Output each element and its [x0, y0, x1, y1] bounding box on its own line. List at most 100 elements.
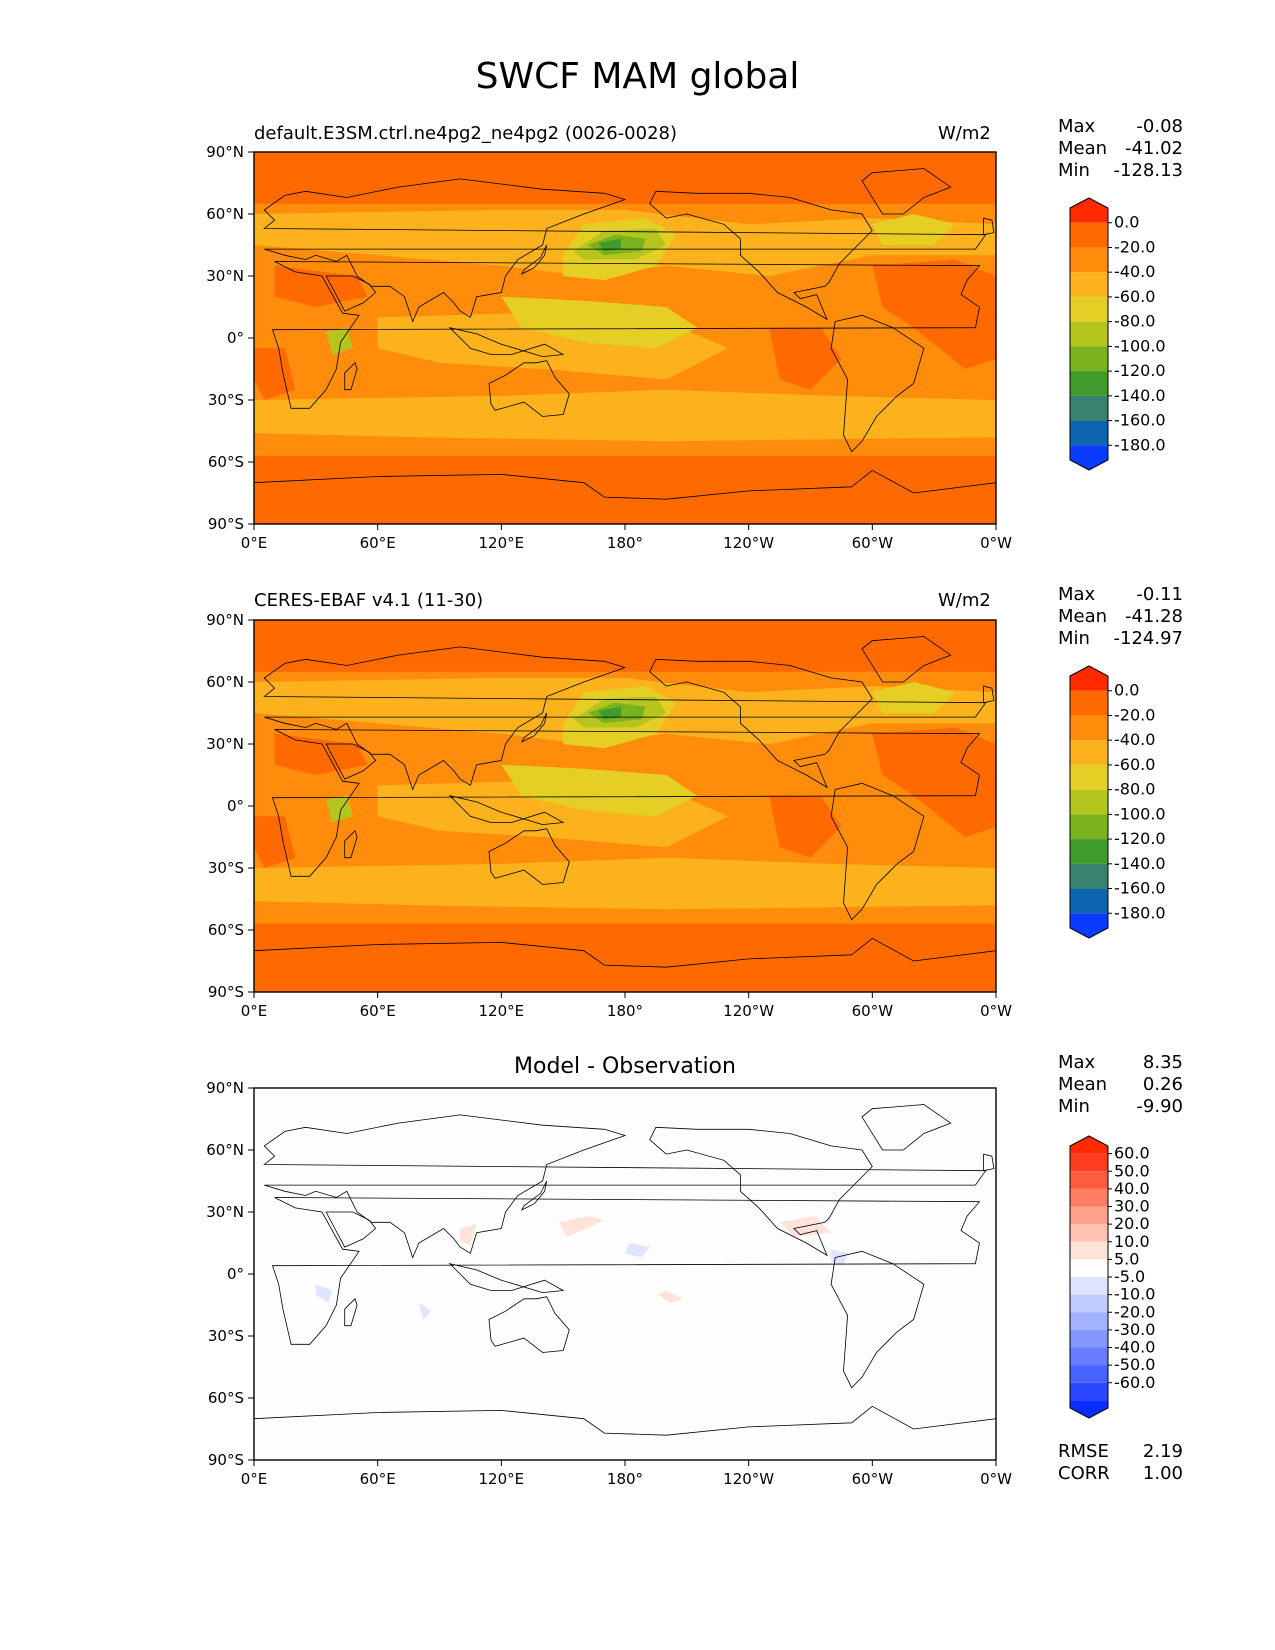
colorbar-label: -180.0: [1114, 435, 1166, 454]
colorbar-segment: [1070, 321, 1108, 347]
panel-2-units: W/m2: [938, 590, 991, 611]
field-contour: [598, 238, 621, 252]
coastline: [325, 1211, 377, 1248]
colorbar-segment: [1070, 1329, 1108, 1348]
coastline: [649, 190, 873, 321]
x-tick-label: 120°E: [479, 1002, 525, 1020]
colorbar-label: 30.0: [1114, 1197, 1150, 1216]
x-tick-label: 180°: [607, 1002, 643, 1020]
x-tick-label: 60°E: [360, 534, 396, 552]
panel-3-colorbar: 60.050.040.030.020.010.05.0-5.0-10.0-20.…: [1069, 1135, 1155, 1419]
colorbar-label: 20.0: [1114, 1214, 1150, 1233]
colorbar-label: -160.0: [1114, 411, 1166, 430]
colorbar-label: -100.0: [1114, 336, 1166, 355]
coastline: [488, 360, 570, 417]
y-tick-label: 90°N: [206, 1079, 244, 1097]
colorbar-outline: [1069, 1135, 1109, 1419]
colorbar-label: -100.0: [1114, 804, 1166, 823]
x-tick-label: 120°W: [723, 1002, 774, 1020]
x-tick-label: 120°W: [723, 534, 774, 552]
colorbar-label: 0.0: [1114, 213, 1139, 232]
coastline: [983, 1153, 995, 1172]
colorbar-segment: [1070, 1294, 1108, 1313]
y-tick-label: 60°N: [206, 673, 244, 691]
colorbar-segment: [1070, 420, 1108, 446]
x-tick-label: 0°E: [241, 1002, 268, 1020]
colorbar-segment: [1070, 814, 1108, 840]
field-contour: [254, 923, 996, 992]
colorbar-label: -80.0: [1114, 312, 1155, 331]
colorbar-segment: [1070, 863, 1108, 889]
coastline: [861, 1104, 952, 1151]
y-tick-label: 30°N: [206, 1203, 244, 1221]
colorbar-segment: [1070, 371, 1108, 396]
coastline: [861, 636, 952, 683]
colorbar-label: 0.0: [1114, 681, 1139, 700]
colorbar-segment: [1070, 1206, 1108, 1225]
colorbar-label: -140.0: [1114, 386, 1166, 405]
colorbar-label: 50.0: [1114, 1161, 1150, 1180]
y-tick-label: 60°S: [208, 453, 244, 471]
coastline: [271, 729, 981, 877]
colorbar-label: -50.0: [1114, 1355, 1155, 1374]
colorbar-outline: [1069, 197, 1109, 471]
field-contour: [501, 296, 698, 349]
colorbar-segment: [1070, 247, 1108, 273]
field-contour: [598, 706, 621, 720]
field-contour: [872, 259, 996, 369]
colorbar-segment: [1070, 272, 1108, 297]
y-tick-label: 60°S: [208, 921, 244, 939]
colorbar-segment: [1070, 690, 1108, 716]
colorbar-segment: [1070, 913, 1108, 938]
colorbar-label: -40.0: [1114, 1338, 1155, 1357]
colorbar-segment: [1070, 789, 1108, 815]
coastline: [448, 1262, 565, 1294]
field-contour: [254, 816, 296, 868]
x-tick-label: 60°W: [852, 1002, 894, 1020]
colorbar-segment: [1070, 222, 1108, 248]
colorbar-segment: [1070, 1153, 1108, 1172]
coastline: [263, 178, 987, 323]
y-tick-label: 60°S: [208, 1389, 244, 1407]
field-contour: [254, 348, 296, 400]
colorbar-segment: [1070, 1188, 1108, 1207]
field-contour: [254, 620, 996, 672]
x-tick-label: 60°E: [360, 1002, 396, 1020]
field-contour: [460, 1224, 477, 1246]
coastline: [830, 782, 925, 921]
colorbar-label: -60.0: [1114, 1373, 1155, 1392]
coastline: [830, 314, 925, 453]
coastline: [325, 275, 377, 312]
colorbar-label: -20.0: [1114, 237, 1155, 256]
colorbar-label: 5.0: [1114, 1249, 1139, 1268]
colorbar-segment: [1070, 1277, 1108, 1295]
y-tick-label: 30°N: [206, 735, 244, 753]
y-tick-label: 30°S: [208, 1327, 244, 1345]
x-tick-label: 0°W: [980, 534, 1012, 552]
colorbar-segment: [1070, 1136, 1108, 1154]
colorbar-segment: [1070, 715, 1108, 741]
colorbar-segment: [1070, 1365, 1108, 1383]
field-contour: [625, 1243, 650, 1258]
field-contour: [872, 727, 996, 837]
field-contour: [769, 327, 842, 390]
field-background: [254, 1088, 996, 1460]
x-tick-label: 0°E: [241, 1470, 268, 1488]
y-tick-label: 90°S: [208, 983, 244, 1001]
field-contour: [831, 1249, 848, 1266]
field-contour: [254, 455, 996, 524]
colorbar-label: -120.0: [1114, 829, 1166, 848]
x-tick-label: 60°E: [360, 1470, 396, 1488]
y-tick-label: 30°S: [208, 391, 244, 409]
colorbar-segment: [1070, 839, 1108, 864]
coastline: [448, 794, 565, 826]
y-tick-label: 60°N: [206, 205, 244, 223]
colorbar-segment: [1070, 1347, 1108, 1366]
colorbar-label: -140.0: [1114, 854, 1166, 873]
coastline: [271, 1197, 981, 1345]
y-tick-label: 90°N: [206, 611, 244, 629]
coastline: [488, 828, 570, 885]
coastline: [520, 244, 548, 275]
colorbar-label: 60.0: [1114, 1144, 1150, 1163]
colorbar-segment: [1070, 740, 1108, 765]
